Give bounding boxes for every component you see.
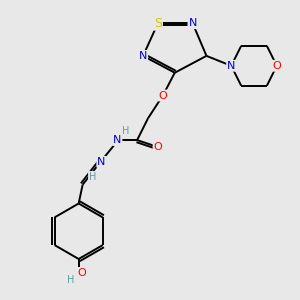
Text: O: O [272,61,281,71]
Text: N: N [97,157,106,167]
Text: N: N [227,61,236,71]
Text: N: N [113,135,122,145]
Text: S: S [154,17,162,30]
Text: H: H [122,126,129,136]
Text: N: N [188,18,197,28]
Text: N: N [139,51,147,61]
Text: O: O [154,142,162,152]
Text: H: H [67,275,74,285]
Text: H: H [89,172,96,182]
Text: O: O [158,91,167,100]
Text: O: O [77,268,86,278]
